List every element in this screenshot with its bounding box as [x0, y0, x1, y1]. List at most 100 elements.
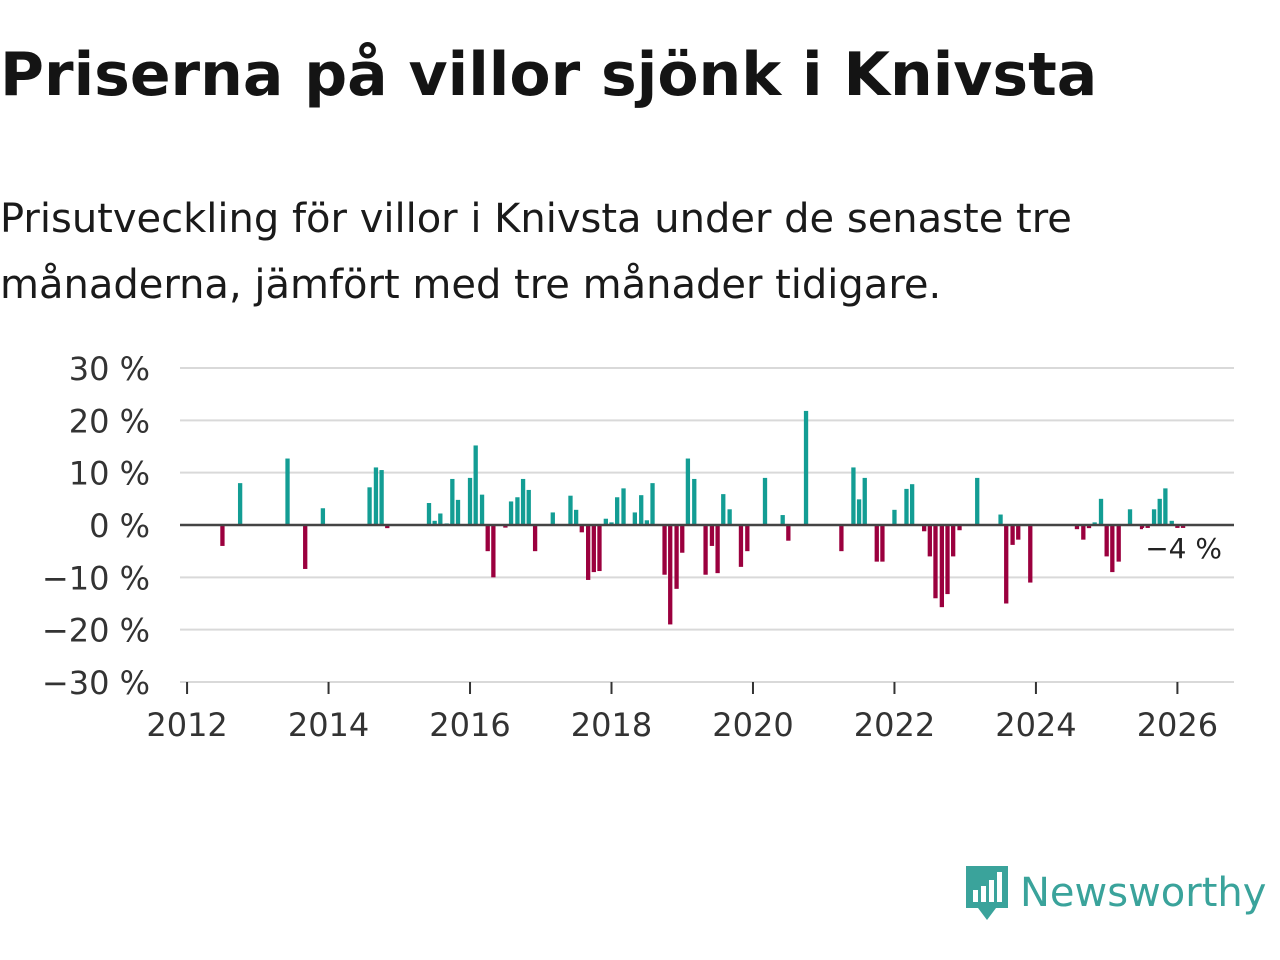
- bar: [904, 488, 909, 525]
- bar: [1116, 525, 1121, 562]
- bar: [762, 477, 768, 525]
- bar: [373, 467, 379, 525]
- bar: [1010, 525, 1015, 545]
- bar: [951, 525, 956, 557]
- bar: [508, 501, 514, 525]
- bar: [568, 495, 573, 525]
- bar: [615, 497, 620, 525]
- annotation-background: [1143, 527, 1227, 568]
- bar: [668, 525, 673, 625]
- bar: [1004, 525, 1009, 604]
- bar: [1028, 525, 1033, 583]
- bar-chart-logo-icon: [966, 866, 1008, 920]
- bar: [862, 477, 867, 525]
- bar: [515, 497, 520, 525]
- bar: [573, 509, 579, 525]
- bar: [1157, 498, 1162, 525]
- bar: [662, 525, 667, 575]
- y-tick-label: 30 %: [69, 350, 150, 388]
- bar: [220, 525, 225, 546]
- bar: [680, 525, 685, 553]
- bar: [715, 525, 720, 574]
- bar: [945, 525, 950, 595]
- bar: [745, 525, 750, 552]
- bar: [455, 499, 461, 525]
- bar: [379, 470, 384, 525]
- bar-chart: 30 % 20 % 10 % 0 % −10 % −20 % −30 % 2012 2014 20…: [42, 350, 1234, 744]
- bar: [939, 525, 945, 608]
- bar: [473, 445, 478, 525]
- x-tick-label: 2014: [288, 706, 369, 744]
- bar: [1110, 525, 1115, 573]
- bar: [603, 518, 608, 525]
- bar: [550, 512, 555, 525]
- bar: [450, 478, 455, 525]
- bar: [597, 525, 602, 572]
- bar: [532, 525, 538, 552]
- bar: [426, 503, 432, 525]
- y-tick-label: 10 %: [69, 455, 150, 493]
- bar: [721, 494, 726, 525]
- bar: [703, 525, 708, 575]
- x-tick-label: 2018: [571, 706, 652, 744]
- bar: [650, 483, 655, 525]
- bar: [909, 484, 915, 525]
- bar: [1163, 488, 1168, 525]
- latest-value-label: −4 %: [1145, 532, 1222, 565]
- bar: [320, 508, 326, 525]
- annotations: −4 %: [1143, 527, 1227, 568]
- bar: [385, 525, 390, 529]
- bar: [839, 525, 844, 552]
- bar: [874, 525, 879, 562]
- x-tick-label: 2020: [712, 706, 793, 744]
- bar: [1127, 509, 1133, 525]
- bar: [880, 525, 885, 562]
- bar: [1081, 525, 1086, 540]
- bar: [1086, 525, 1092, 529]
- bar: [526, 489, 531, 525]
- bar: [738, 525, 744, 567]
- bar: [674, 525, 679, 589]
- bar: [709, 525, 715, 546]
- bar: [1016, 525, 1021, 540]
- bar: [591, 525, 596, 573]
- bar: [639, 495, 644, 525]
- bar: [438, 513, 443, 525]
- x-tick-label: 2026: [1137, 706, 1218, 744]
- bar: [727, 509, 732, 525]
- bar: [485, 525, 490, 552]
- bar: [579, 525, 584, 533]
- x-tick-label: 2024: [995, 706, 1076, 744]
- bar: [1169, 520, 1174, 525]
- brand-name: Newsworthy: [1020, 870, 1267, 916]
- bar: [367, 487, 372, 525]
- axes: [180, 523, 1234, 694]
- bar: [303, 525, 308, 569]
- bar: [1139, 525, 1145, 530]
- bar: [520, 478, 526, 525]
- bar: [933, 525, 938, 599]
- chart-title: Priserna på villor sjönk i Knivsta: [0, 40, 1098, 110]
- chart-subtitle: Prisutveckling för villor i Knivsta unde…: [0, 196, 1072, 308]
- bar: [1104, 525, 1109, 557]
- bars: [220, 410, 1186, 625]
- bar: [803, 410, 809, 525]
- bar: [922, 525, 927, 532]
- bar: [685, 458, 691, 525]
- bar: [491, 525, 496, 578]
- bar: [432, 520, 437, 525]
- bar: [237, 483, 243, 525]
- bar: [1074, 525, 1080, 530]
- bar: [503, 525, 508, 528]
- bar: [856, 499, 862, 525]
- bar: [692, 478, 697, 525]
- bar: [998, 514, 1003, 525]
- x-tick-label: 2022: [854, 706, 935, 744]
- bar: [927, 525, 932, 557]
- y-tick-label: 0 %: [89, 507, 150, 545]
- bar: [586, 525, 591, 580]
- bar: [632, 512, 637, 525]
- newsworthy-logo: Newsworthy: [962, 862, 1266, 924]
- bar: [1098, 498, 1104, 525]
- bar: [786, 525, 791, 541]
